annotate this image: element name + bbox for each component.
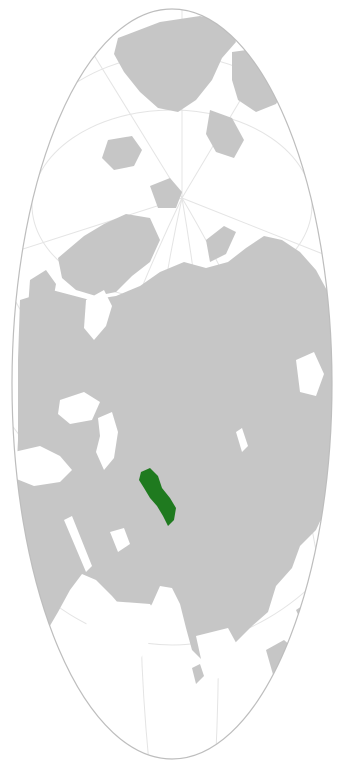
persian-gulf [110, 528, 130, 552]
graticule-meridian [19, 197, 183, 251]
landmass-arctic-islands [206, 110, 244, 158]
landmass-greenland [114, 16, 236, 112]
landmass-sri-lanka [192, 664, 204, 684]
landmass-eurasia-africa [12, 236, 332, 664]
arabian-sea [80, 600, 160, 670]
caspian-sea [96, 412, 118, 470]
sea-of-okhotsk [296, 352, 324, 396]
landmass-scandinavia [58, 214, 160, 296]
red-sea [64, 516, 92, 572]
graticule-parallel [12, 9, 332, 646]
mediterranean-sea [14, 446, 72, 486]
landmass-iceland [102, 136, 142, 170]
graticule-meridian [181, 197, 332, 261]
land-masses [12, 16, 332, 684]
bay-of-bengal [196, 628, 240, 682]
lake-baikal [236, 428, 248, 452]
inland-water [14, 290, 324, 682]
black-sea [58, 392, 100, 424]
landmass-svalbard [150, 178, 182, 208]
landmass-japan [298, 442, 324, 506]
baltic-sea [84, 290, 112, 340]
landmass-novaya-zemlya [206, 226, 236, 262]
highlighted-region-uzbekistan[interactable] [139, 468, 176, 526]
globe-outline [11, 8, 333, 760]
